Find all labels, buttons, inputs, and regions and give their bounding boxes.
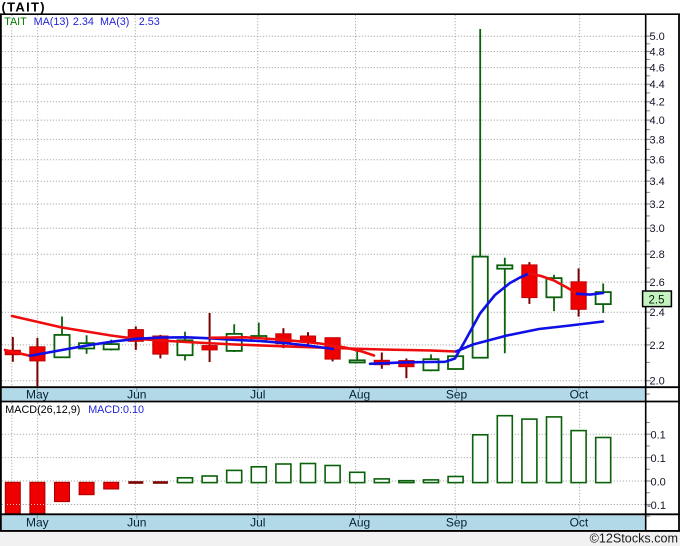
svg-text:MA(13): MA(13) [34, 16, 69, 28]
svg-text:2.34: 2.34 [73, 16, 94, 28]
svg-text:TAIT: TAIT [4, 16, 27, 28]
svg-text:4.0: 4.0 [650, 115, 665, 127]
svg-text:3.2: 3.2 [650, 199, 665, 211]
svg-text:2.4: 2.4 [650, 307, 665, 319]
svg-text:Jul: Jul [250, 515, 265, 529]
svg-text:2.6: 2.6 [650, 277, 665, 289]
svg-text:2.53: 2.53 [139, 16, 160, 28]
svg-text:Sep: Sep [446, 388, 468, 402]
svg-text:(TAIT): (TAIT) [2, 0, 46, 14]
svg-text:Jun: Jun [127, 515, 146, 529]
svg-text:Jun: Jun [127, 388, 146, 402]
svg-text:2.0: 2.0 [650, 376, 665, 388]
svg-text:Sep: Sep [446, 515, 468, 529]
svg-text:May: May [26, 515, 49, 529]
svg-text:May: May [26, 388, 49, 402]
svg-text:Aug: Aug [349, 515, 370, 529]
svg-text:Aug: Aug [349, 388, 370, 402]
svg-text:©12Stocks.com: ©12Stocks.com [590, 531, 678, 545]
svg-text:4.6: 4.6 [650, 63, 665, 75]
svg-text:2.8: 2.8 [650, 249, 665, 261]
svg-text:MA(3): MA(3) [100, 16, 129, 28]
svg-text:4.2: 4.2 [650, 97, 665, 109]
svg-text:MACD(26,12,9): MACD(26,12,9) [5, 404, 80, 416]
svg-text:0.0: 0.0 [651, 476, 666, 488]
svg-text:Jul: Jul [250, 388, 265, 402]
svg-text:Oct: Oct [570, 515, 589, 529]
svg-text:Oct: Oct [570, 388, 589, 402]
svg-text:3.6: 3.6 [650, 155, 665, 167]
svg-text:4.4: 4.4 [650, 79, 665, 91]
svg-text:0.1: 0.1 [651, 453, 666, 465]
svg-text:2.5: 2.5 [649, 294, 665, 306]
svg-text:4.8: 4.8 [650, 46, 665, 58]
svg-text:3.4: 3.4 [650, 176, 665, 188]
svg-text:5.0: 5.0 [650, 31, 665, 43]
svg-text:-0.1: -0.1 [647, 500, 666, 512]
svg-text:0.1: 0.1 [651, 430, 666, 442]
svg-text:3.0: 3.0 [650, 223, 665, 235]
svg-text:3.8: 3.8 [650, 134, 665, 146]
svg-text:2.2: 2.2 [650, 340, 665, 352]
svg-text:MACD:0.10: MACD:0.10 [88, 404, 144, 416]
